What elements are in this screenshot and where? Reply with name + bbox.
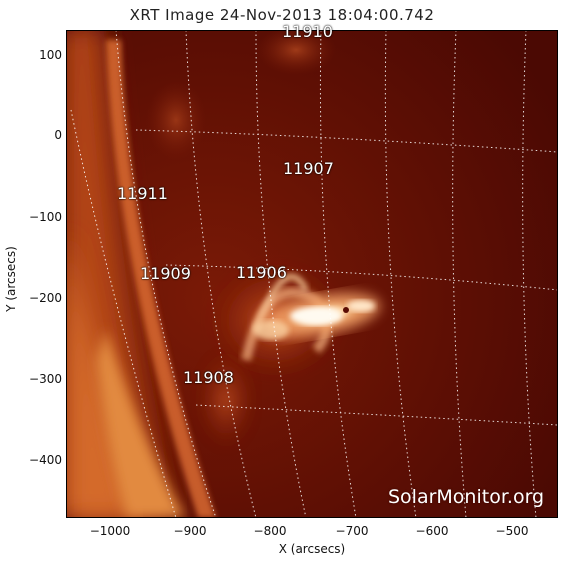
x-tick-label: −1000 [89, 524, 131, 538]
watermark: SolarMonitor.org [388, 486, 545, 508]
y-tick-label: −400 [29, 453, 62, 467]
xrt-solar-image [66, 30, 558, 518]
y-tick-label: 0 [54, 128, 62, 142]
x-tick-label: −500 [495, 524, 529, 538]
y-tick-label: −300 [29, 372, 62, 386]
y-tick-label: 100 [39, 48, 62, 62]
y-tick-label: −100 [29, 210, 62, 224]
x-tick-label: −600 [415, 524, 449, 538]
x-axis-label: X (arcsecs) [278, 542, 346, 556]
y-axis-label: Y (arcsecs) [4, 246, 18, 312]
x-tick-label: −700 [335, 524, 369, 538]
solar-image [66, 30, 558, 518]
active-region-label: 11906 [236, 263, 287, 282]
image-title: XRT Image 24-Nov-2013 18:04:00.742 [129, 6, 435, 24]
active-region-label: 11911 [117, 184, 168, 203]
y-tick-label: −200 [29, 291, 62, 305]
x-tick-label: −900 [173, 524, 207, 538]
active-region-label: 11908 [183, 368, 234, 387]
active-region-label: 11907 [283, 159, 334, 178]
x-tick-label: −800 [253, 524, 287, 538]
coordinate-grid [70, 30, 558, 518]
active-region-label: 11910 [282, 22, 333, 41]
active-region-label: 11909 [140, 264, 191, 283]
